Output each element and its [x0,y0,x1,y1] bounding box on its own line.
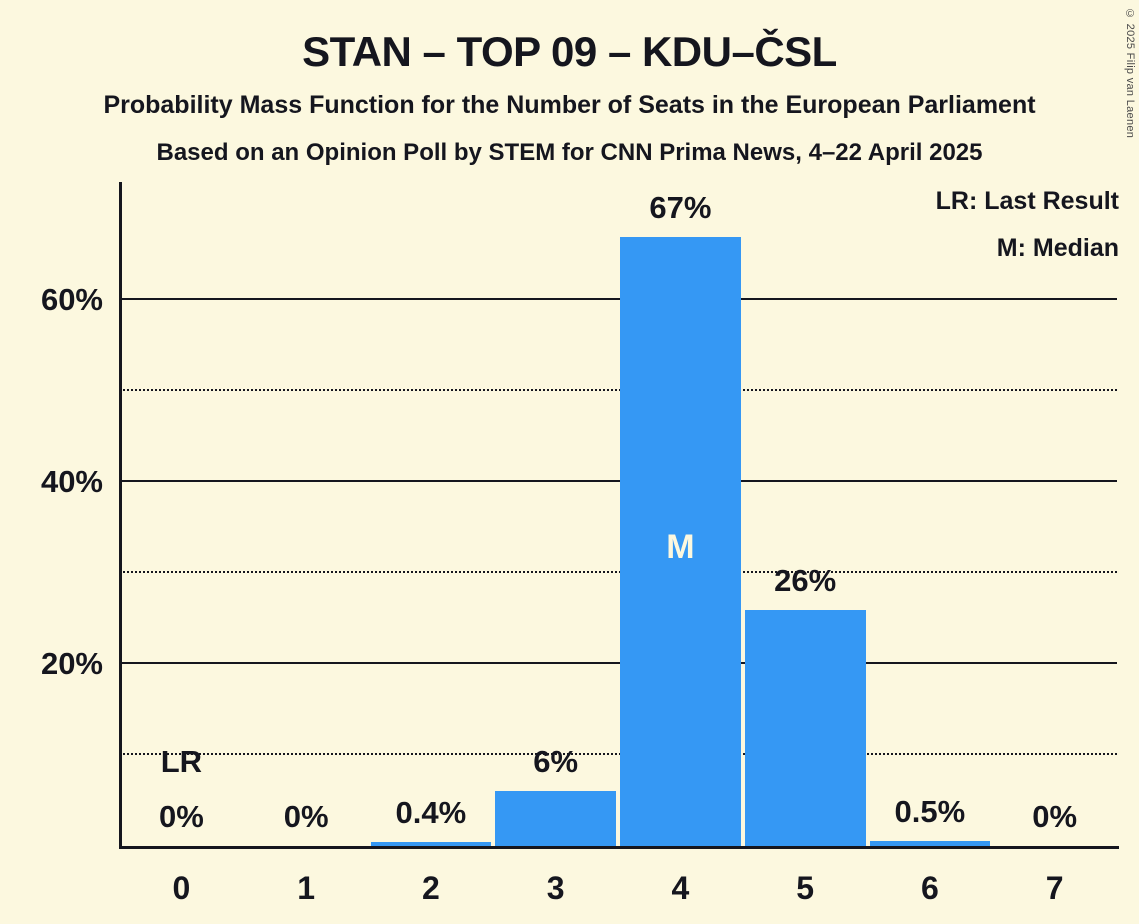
x-axis-line [119,846,1119,849]
value-label-seat-2: 0.4% [395,795,467,831]
major-gridline-20 [119,662,1117,665]
x-tick-label-seat-1: 1 [297,870,316,906]
y-tick-label-20: 20% [40,646,103,682]
major-gridline-40 [119,480,1117,483]
chart-title: STAN – TOP 09 – KDU–ČSL [302,28,837,75]
value-label-seat-7: 0% [1032,799,1078,834]
value-label-seat-4: 67% [649,189,712,225]
bar-seat-5 [744,609,866,846]
y-tick-label-60: 60% [40,282,103,318]
chart-source-line: Based on an Opinion Poll by STEM for CNN… [156,139,983,166]
value-label-seat-1: 0% [283,799,329,834]
x-tick-label-seat-7: 7 [1045,870,1064,906]
major-gridline-60 [119,298,1117,301]
plot-area: 0% LR 0% 0.4% 6% M 67% 26% 0.5% 0% [119,182,1117,846]
x-tick-label-seat-4: 4 [671,870,690,906]
minor-gridline-50 [119,389,1117,392]
x-tick-label-seat-2: 2 [421,870,440,906]
value-label-seat-3: 6% [533,744,579,780]
legend: LR: Last Result M: Median [936,183,1119,266]
median-marker: M [666,528,695,566]
last-result-marker: LR [160,744,203,779]
x-tick-label-seat-0: 0 [172,870,191,906]
bar-seat-6 [869,841,991,846]
value-label-seat-5: 26% [774,562,837,598]
copyright-text: © 2025 Filip van Laenen [1124,8,1136,139]
y-axis-line [119,182,122,849]
minor-gridline-30 [119,571,1117,574]
bar-seat-2 [370,842,492,846]
value-label-seat-0: 0% [158,799,204,834]
x-tick-label-seat-3: 3 [546,870,565,906]
x-tick-label-seat-6: 6 [920,870,939,906]
x-tick-label-seat-5: 5 [796,870,815,906]
y-tick-label-40: 40% [40,464,103,500]
chart-subtitle: Probability Mass Function for the Number… [103,91,1036,119]
value-label-seat-6: 0.5% [894,794,966,830]
legend-last-result: LR: Last Result [935,187,1119,215]
legend-median: M: Median [996,234,1119,262]
minor-gridline-10 [119,753,1117,756]
bar-seat-4: M [620,236,741,846]
bar-seat-3 [495,791,616,846]
